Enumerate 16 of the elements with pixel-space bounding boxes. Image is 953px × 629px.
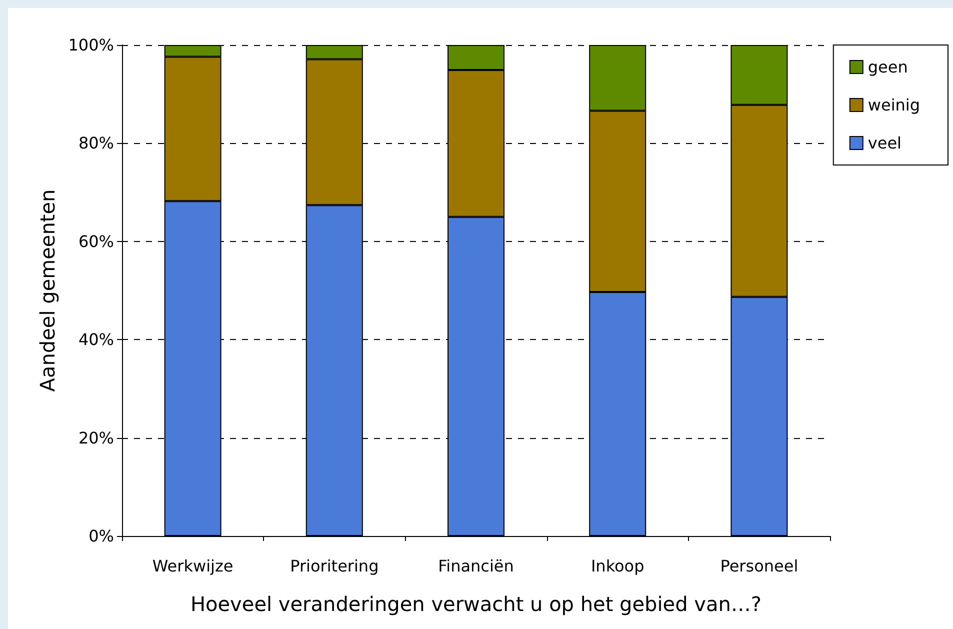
y-tick-label: 20% <box>78 428 114 448</box>
y-tick-label: 40% <box>78 330 114 350</box>
legend-label: geen <box>868 58 908 76</box>
x-axis-title: Hoeveel veranderingen verwacht u op het gebied van…? <box>190 592 762 616</box>
y-tick-label: 60% <box>78 232 114 251</box>
y-axis-title: Aandeel gemeenten <box>35 189 60 392</box>
x-tick-label: Financiën <box>438 556 514 576</box>
legend-label: veel <box>868 134 902 152</box>
legend-label: weinig <box>868 96 920 114</box>
x-tick-label: Prioritering <box>290 556 379 576</box>
y-tick-label: 0% <box>88 526 114 546</box>
x-tick-label: Inkoop <box>590 556 644 576</box>
x-tick-label: Personeel <box>720 556 798 576</box>
y-tick-label: 80% <box>78 134 114 153</box>
y-tick-label: 100% <box>68 36 114 54</box>
x-tick-label: Werkwijze <box>152 556 234 576</box>
